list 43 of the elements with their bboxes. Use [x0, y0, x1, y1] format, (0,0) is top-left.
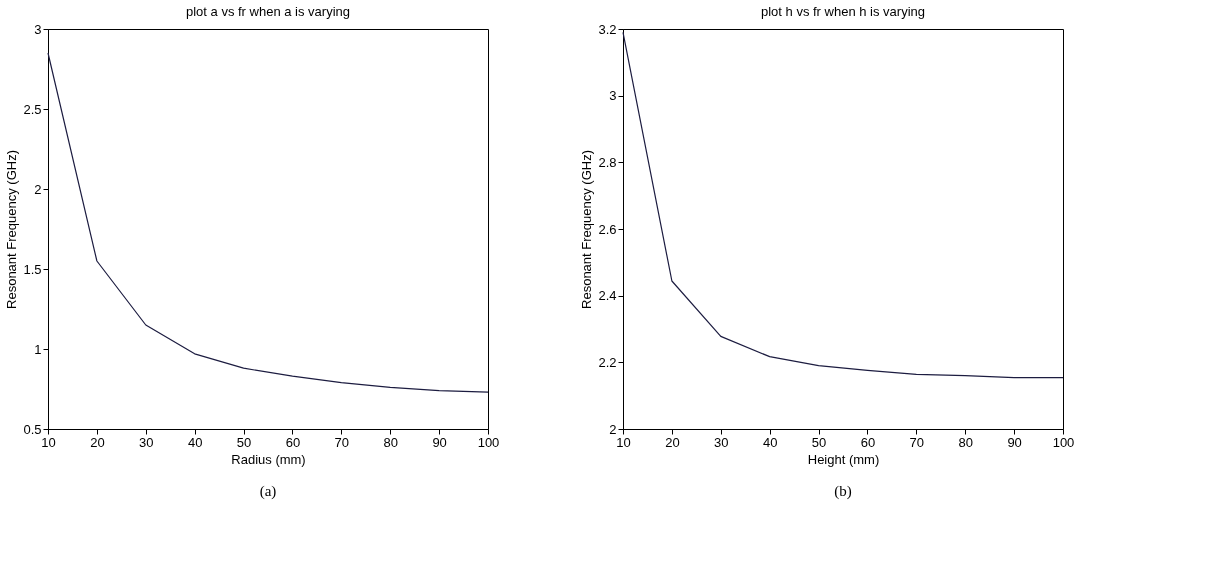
- x-tick-label: 90: [1007, 434, 1022, 450]
- x-tick-label: 20: [90, 434, 105, 450]
- y-tick-label: 2.4: [598, 288, 617, 304]
- y-tick-label: 2.2: [598, 354, 617, 370]
- x-tick-label: 60: [285, 434, 301, 450]
- x-axis-title: Radius (mm): [231, 451, 306, 467]
- x-tick-label: 80: [383, 434, 398, 450]
- x-tick-label: 10: [41, 434, 56, 450]
- text: (b): [834, 483, 852, 500]
- y-tick-label: 1: [34, 341, 42, 357]
- text: (a): [259, 483, 277, 500]
- x-tick-label: 70: [909, 434, 925, 450]
- y-tick-label: 0.5: [23, 421, 42, 437]
- x-axis-title: Height (mm): [807, 451, 880, 467]
- y-tick-label: 2.8: [598, 154, 617, 170]
- x-tick-label: 50: [236, 434, 252, 450]
- x-tick-label: 40: [187, 434, 203, 450]
- y-tick-label: 3: [609, 88, 617, 104]
- x-tick-label: 50: [811, 434, 827, 450]
- x-tick-label: 30: [139, 434, 154, 450]
- x-tick-label: 90: [432, 434, 447, 450]
- line-series: [47, 52, 489, 393]
- x-tick-label: 60: [860, 434, 876, 450]
- x-tick-label: 100: [477, 434, 500, 450]
- x-tick-label: 30: [714, 434, 729, 450]
- y-tick-label: 3.2: [598, 21, 617, 37]
- x-tick-label: 70: [334, 434, 350, 450]
- y-tick-label: 2: [34, 181, 42, 197]
- x-tick-label: 100: [1052, 434, 1075, 450]
- line-series: [622, 31, 1064, 379]
- y-tick-label: 2.5: [23, 101, 42, 117]
- x-tick-label: 80: [958, 434, 973, 450]
- y-axis-title: Resonant Frequency (GHz): [4, 150, 20, 309]
- chart-title: plot a vs fr when a is varying: [185, 4, 351, 19]
- chart-title: plot h vs fr when h is varying: [760, 4, 926, 19]
- x-tick-label: 20: [665, 434, 680, 450]
- y-tick-label: 2.6: [598, 221, 617, 237]
- x-tick-label: 40: [762, 434, 778, 450]
- y-tick-label: 1.5: [23, 261, 42, 277]
- y-tick-label: 3: [34, 21, 42, 37]
- y-tick-label: 2: [609, 421, 617, 437]
- y-axis-title: Resonant Frequency (GHz): [579, 150, 595, 309]
- x-tick-label: 10: [616, 434, 631, 450]
